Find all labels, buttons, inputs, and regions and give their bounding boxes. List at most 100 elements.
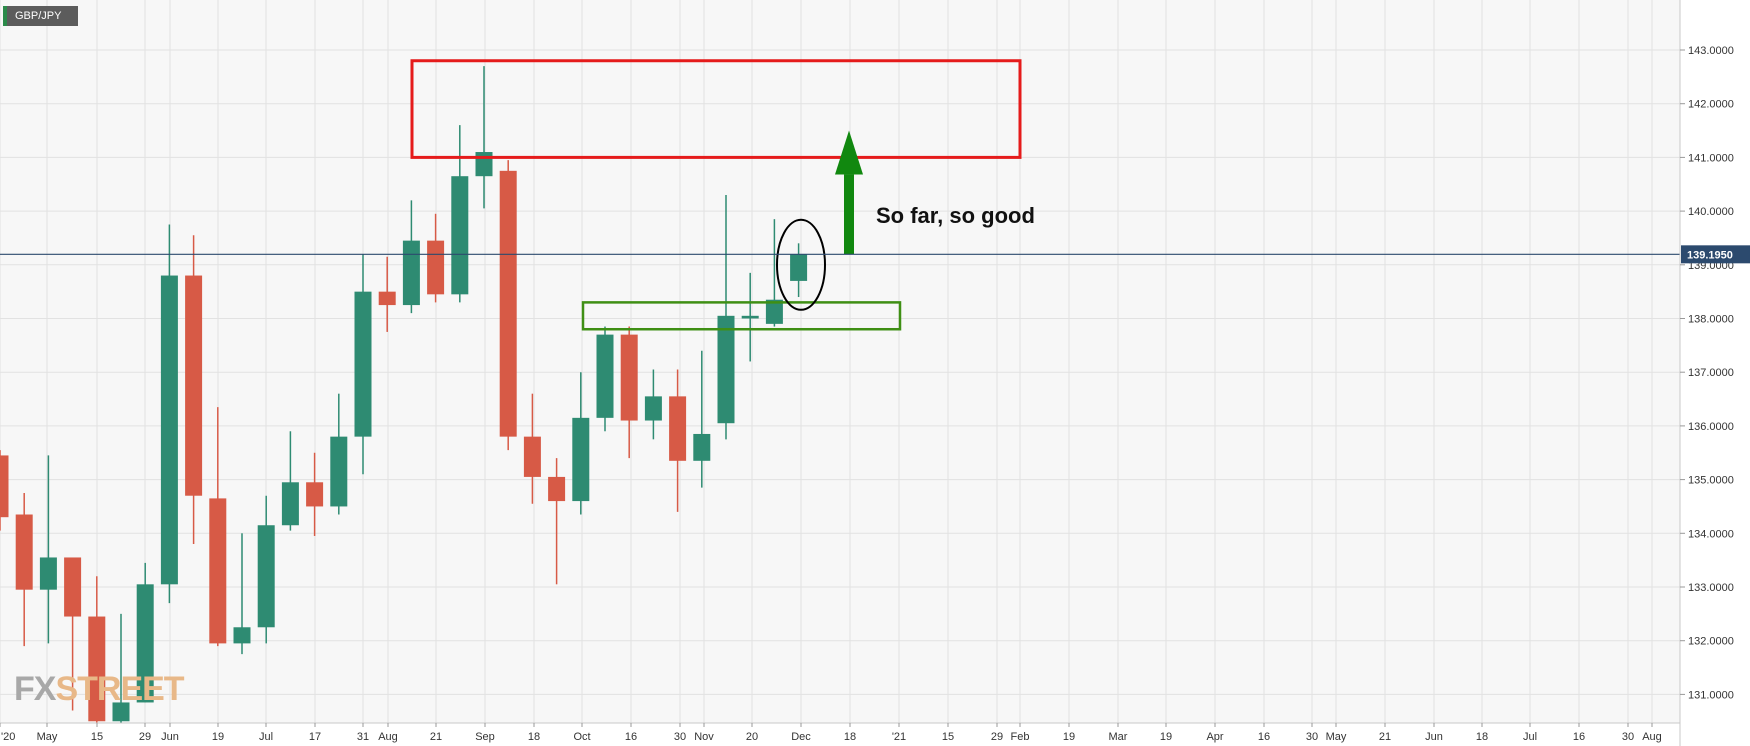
y-tick-label: 142.0000 bbox=[1688, 99, 1734, 111]
candle-body bbox=[717, 315, 735, 424]
candle-body bbox=[499, 170, 517, 437]
candles bbox=[0, 66, 808, 727]
x-tick-label: Aug bbox=[1642, 731, 1662, 743]
fxstreet-logo: FXSTREET bbox=[14, 670, 185, 709]
y-tick-label: 143.0000 bbox=[1688, 45, 1734, 57]
candle-body bbox=[64, 557, 82, 617]
x-tick-label: Apr bbox=[1206, 731, 1223, 743]
x-tick-label: 29 bbox=[139, 731, 151, 743]
candle-body bbox=[257, 525, 275, 628]
grid-lines bbox=[0, 0, 1680, 723]
x-tick-label: 30 bbox=[1622, 731, 1634, 743]
x-tick-label: '20 bbox=[1, 731, 15, 743]
y-tick-label: 140.0000 bbox=[1688, 206, 1734, 218]
x-tick-label: 30 bbox=[1306, 731, 1318, 743]
candle-body bbox=[15, 514, 33, 590]
candle-body bbox=[209, 498, 227, 644]
y-tick-label: 135.0000 bbox=[1688, 475, 1734, 487]
candle-body bbox=[0, 455, 9, 518]
x-tick-label: Jul bbox=[1523, 731, 1537, 743]
x-tick-label: 19 bbox=[1063, 731, 1075, 743]
x-tick-label: 20 bbox=[746, 731, 758, 743]
candle-body bbox=[693, 433, 711, 461]
candle-body bbox=[596, 334, 614, 418]
x-tick-label: 17 bbox=[309, 731, 321, 743]
x-tick-label: Jun bbox=[161, 731, 179, 743]
x-tick-label: 18 bbox=[1476, 731, 1488, 743]
x-tick-label: Feb bbox=[1011, 731, 1030, 743]
x-tick-label: 30 bbox=[674, 731, 686, 743]
y-tick-label: 133.0000 bbox=[1688, 582, 1734, 594]
candle-body bbox=[548, 476, 566, 502]
x-tick-label: 29 bbox=[991, 731, 1003, 743]
candle-body bbox=[354, 291, 372, 437]
x-tick-label: 21 bbox=[430, 731, 442, 743]
candle-body bbox=[136, 584, 154, 703]
candle-body bbox=[669, 396, 687, 461]
y-tick-label: 134.0000 bbox=[1688, 528, 1734, 540]
candle-body bbox=[402, 240, 420, 306]
x-tick-label: 16 bbox=[625, 731, 637, 743]
x-tick-label: 21 bbox=[1379, 731, 1391, 743]
x-tick-label: Jun bbox=[1425, 731, 1443, 743]
x-tick-label: Jul bbox=[259, 731, 273, 743]
y-axis-panel bbox=[1680, 0, 1750, 746]
logo-street: STREET bbox=[55, 670, 184, 708]
x-tick-label: May bbox=[37, 731, 58, 743]
highlight-circle bbox=[776, 218, 826, 311]
x-tick-label: Dec bbox=[791, 731, 811, 743]
x-tick-label: Nov bbox=[694, 731, 714, 743]
y-tick-label: 132.0000 bbox=[1688, 636, 1734, 648]
candle-body bbox=[765, 299, 783, 324]
x-tick-label: 19 bbox=[212, 731, 224, 743]
overlays bbox=[410, 59, 1022, 331]
candle-body bbox=[306, 482, 324, 507]
candle-body bbox=[572, 417, 590, 502]
x-tick-label: '21 bbox=[892, 731, 906, 743]
y-tick-label: 131.0000 bbox=[1688, 689, 1734, 701]
x-axis-panel bbox=[0, 723, 1680, 746]
x-tick-label: Sep bbox=[475, 731, 495, 743]
x-tick-label: Aug bbox=[378, 731, 398, 743]
candle-body bbox=[185, 275, 203, 496]
candle-body bbox=[427, 240, 445, 295]
y-tick-label: 136.0000 bbox=[1688, 421, 1734, 433]
annotation-text: So far, so good bbox=[876, 203, 1035, 228]
current-price-badge bbox=[1681, 245, 1750, 264]
target-arrow-head bbox=[835, 130, 863, 175]
target-arrow-shaft bbox=[844, 174, 854, 255]
candle-body bbox=[523, 436, 541, 477]
support-zone-box bbox=[581, 301, 902, 331]
candle-body bbox=[620, 334, 638, 421]
candle-body bbox=[112, 702, 130, 722]
resistance-zone-box bbox=[410, 59, 1022, 159]
candle-body bbox=[160, 275, 178, 585]
candle-body bbox=[88, 616, 106, 722]
y-tick-label: 137.0000 bbox=[1688, 367, 1734, 379]
x-tick-label: 16 bbox=[1258, 731, 1270, 743]
x-tick-label: 15 bbox=[91, 731, 103, 743]
candle-body bbox=[451, 176, 469, 295]
current-price-label: 139.1950 bbox=[1687, 249, 1733, 261]
symbol-label[interactable]: GBP/JPY bbox=[3, 6, 78, 26]
candle-body bbox=[330, 436, 348, 507]
x-tick-label: 31 bbox=[357, 731, 369, 743]
plot-background bbox=[0, 0, 1680, 723]
candle-body bbox=[741, 315, 759, 319]
candle-body bbox=[790, 254, 808, 281]
x-tick-label: 18 bbox=[844, 731, 856, 743]
candle-body bbox=[233, 627, 251, 644]
x-tick-label: 16 bbox=[1573, 731, 1585, 743]
candle-body bbox=[475, 152, 493, 177]
x-tick-label: Oct bbox=[573, 731, 590, 743]
candle-body bbox=[39, 557, 57, 590]
logo-fx: FX bbox=[14, 670, 56, 708]
y-tick-label: 138.0000 bbox=[1688, 314, 1734, 326]
x-tick-label: 18 bbox=[528, 731, 540, 743]
candle-body bbox=[644, 396, 662, 421]
candle-body bbox=[281, 482, 299, 526]
x-tick-label: 15 bbox=[942, 731, 954, 743]
